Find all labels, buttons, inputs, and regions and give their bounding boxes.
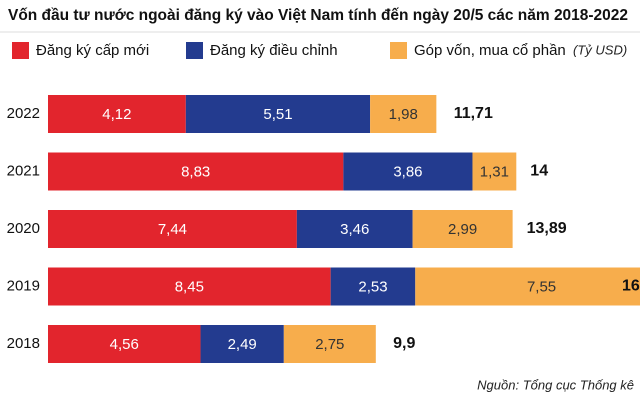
y-tick-label: 2019 (7, 277, 40, 294)
bar-segment (330, 267, 416, 306)
legend-label: Đăng ký cấp mới (36, 42, 149, 59)
value-label: 2,99 (448, 221, 477, 238)
y-tick-label: 2021 (7, 162, 40, 179)
bar-segment (415, 267, 640, 306)
value-label: 4,56 (110, 336, 139, 353)
bar-segment (48, 95, 186, 133)
bar-segment (283, 325, 376, 363)
bar-segment (48, 325, 201, 363)
bar-segment (48, 152, 344, 191)
bar-segment (185, 95, 371, 133)
value-label: 1,31 (480, 163, 509, 180)
legend-label: Góp vốn, mua cổ phần (414, 42, 566, 59)
chart-title: Vốn đầu tư nước ngoài đăng ký vào Việt N… (8, 7, 628, 24)
legend-label: Đăng ký điều chỉnh (210, 42, 338, 59)
total-label: 13,89 (527, 220, 567, 237)
bar-segment (48, 267, 331, 306)
value-label: 2,75 (315, 336, 344, 353)
total-label: 11,71 (454, 105, 493, 122)
y-tick-label: 2020 (7, 220, 40, 237)
y-tick-label: 2022 (7, 105, 40, 122)
value-label: 1,98 (389, 106, 418, 123)
value-label: 3,86 (393, 163, 422, 180)
bar-segment (412, 210, 513, 248)
bar-segment (343, 152, 473, 191)
legend-swatch (186, 42, 203, 59)
unit-label: (Tỷ USD) (573, 42, 627, 57)
value-label: 4,12 (102, 106, 131, 123)
total-label: 14 (530, 163, 548, 180)
bar-segment (370, 95, 437, 133)
y-tick-label: 2018 (7, 335, 40, 352)
value-label: 2,53 (358, 278, 387, 295)
total-label: 16,74 (622, 278, 640, 295)
value-label: 3,46 (340, 221, 369, 238)
bar-segment (472, 152, 517, 191)
legend-swatch (390, 42, 407, 59)
bar-segment (296, 210, 413, 248)
value-label: 7,55 (527, 278, 556, 295)
total-label: 9,9 (393, 335, 415, 352)
source-note: Nguồn: Tổng cục Thống kê (477, 377, 634, 392)
value-label: 8,45 (175, 278, 204, 295)
value-label: 8,83 (181, 163, 210, 180)
bar-segment (48, 210, 297, 248)
legend-swatch (12, 42, 29, 59)
value-label: 2,49 (228, 336, 257, 353)
value-label: 5,51 (263, 106, 292, 123)
value-label: 7,44 (158, 221, 187, 238)
bar-segment (200, 325, 284, 363)
